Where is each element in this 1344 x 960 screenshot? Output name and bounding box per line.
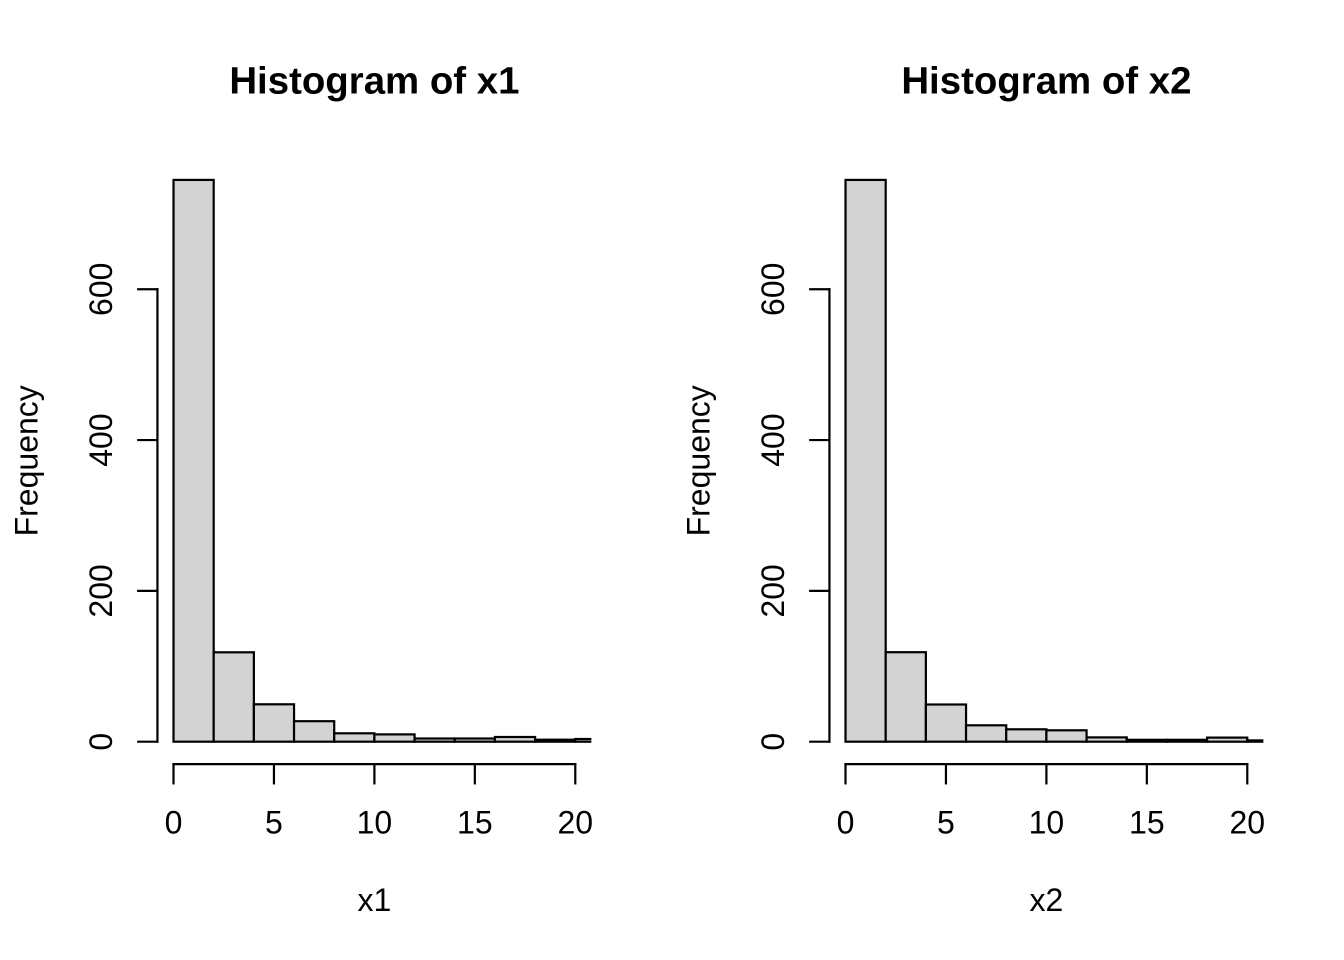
svg-text:0: 0 xyxy=(755,733,791,751)
svg-text:Histogram of x1: Histogram of x1 xyxy=(229,60,519,103)
svg-text:0: 0 xyxy=(83,733,119,751)
svg-text:0: 0 xyxy=(165,805,183,841)
svg-text:600: 600 xyxy=(755,263,791,316)
svg-text:15: 15 xyxy=(1129,805,1165,841)
svg-text:600: 600 xyxy=(83,263,119,316)
svg-text:Frequency: Frequency xyxy=(9,385,45,536)
svg-text:200: 200 xyxy=(755,564,791,617)
svg-text:Histogram of x2: Histogram of x2 xyxy=(901,60,1191,103)
svg-text:x1: x1 xyxy=(358,882,392,918)
svg-text:200: 200 xyxy=(83,564,119,617)
svg-text:10: 10 xyxy=(357,805,393,841)
svg-text:20: 20 xyxy=(1229,805,1265,841)
svg-text:5: 5 xyxy=(937,805,955,841)
svg-text:10: 10 xyxy=(1029,805,1065,841)
svg-text:400: 400 xyxy=(755,413,791,466)
svg-text:400: 400 xyxy=(83,413,119,466)
svg-text:0: 0 xyxy=(837,805,855,841)
svg-text:5: 5 xyxy=(265,805,283,841)
svg-text:Frequency: Frequency xyxy=(681,385,717,536)
svg-text:20: 20 xyxy=(557,805,593,841)
svg-text:15: 15 xyxy=(457,805,493,841)
svg-text:x2: x2 xyxy=(1030,882,1064,918)
